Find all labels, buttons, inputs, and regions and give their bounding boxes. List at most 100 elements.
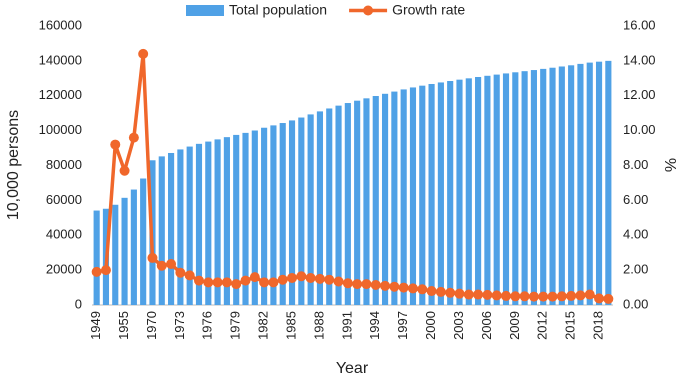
y2-tick-label: 10.00 xyxy=(623,122,656,137)
line-marker xyxy=(389,281,400,292)
bar xyxy=(381,93,389,305)
y-axis-title: 10,000 persons xyxy=(5,110,22,220)
line-marker xyxy=(519,291,530,302)
line-marker xyxy=(333,276,344,287)
line-marker xyxy=(566,290,577,301)
bar xyxy=(568,65,575,306)
bar xyxy=(465,78,472,305)
bar xyxy=(242,132,249,305)
line-marker xyxy=(156,260,167,271)
x-tick-label: 1970 xyxy=(144,311,159,340)
y-tick-label: 60000 xyxy=(46,192,82,207)
line-marker xyxy=(110,139,121,150)
bar xyxy=(372,96,379,305)
y2-tick-label: 14.00 xyxy=(623,52,656,67)
bar xyxy=(502,73,510,305)
x-tick-label: 2000 xyxy=(423,311,438,340)
line-marker xyxy=(445,287,456,298)
line-marker xyxy=(361,279,372,290)
bar xyxy=(177,149,184,305)
bar xyxy=(409,87,417,306)
bar xyxy=(316,111,324,306)
line-marker xyxy=(556,291,567,302)
bar xyxy=(335,105,342,305)
bar xyxy=(363,98,370,305)
line-marker xyxy=(417,284,428,295)
bar xyxy=(205,141,212,305)
bar xyxy=(577,63,584,306)
y2-tick-label: 0.00 xyxy=(623,296,648,311)
x-axis-title: Year xyxy=(336,360,369,377)
y2-tick-label: 6.00 xyxy=(623,192,648,207)
x-tick-label: 2006 xyxy=(479,311,494,340)
line-marker xyxy=(138,48,149,59)
bar xyxy=(540,68,547,305)
y2-tick-label: 2.00 xyxy=(623,262,648,277)
y-tick-label: 40000 xyxy=(46,227,82,242)
bar xyxy=(288,120,296,305)
line-marker xyxy=(342,278,353,289)
line-marker xyxy=(528,291,539,302)
bar xyxy=(298,117,305,305)
y-tick-label: 120000 xyxy=(39,87,82,102)
bar xyxy=(447,81,454,306)
bar xyxy=(493,74,500,305)
line-marker xyxy=(212,277,223,288)
bar xyxy=(595,61,603,306)
x-tick-label: 1991 xyxy=(339,311,354,340)
legend-label: Growth rate xyxy=(392,2,465,18)
x-tick-label: 1955 xyxy=(116,311,131,340)
bar xyxy=(530,70,537,305)
line-marker xyxy=(547,291,558,302)
line-marker xyxy=(240,275,251,286)
y2-tick-label: 4.00 xyxy=(623,227,648,242)
line-marker xyxy=(454,288,465,299)
bar xyxy=(233,134,240,305)
line-marker xyxy=(268,277,279,288)
line-marker xyxy=(380,280,391,291)
x-tick-label: 2009 xyxy=(507,311,522,340)
line-marker xyxy=(221,277,232,288)
line-marker xyxy=(398,282,409,293)
line-marker xyxy=(501,290,512,301)
bar xyxy=(186,146,193,305)
line-marker xyxy=(324,274,335,285)
x-tick-label: 2003 xyxy=(451,311,466,340)
bar xyxy=(93,210,100,305)
bar xyxy=(475,76,482,305)
bar xyxy=(140,178,147,305)
line-marker xyxy=(538,291,549,302)
line-marker xyxy=(603,293,614,304)
line-marker xyxy=(435,286,446,297)
line-marker xyxy=(193,275,204,286)
line-marker xyxy=(510,291,521,302)
bar xyxy=(586,62,593,306)
line-marker xyxy=(91,266,102,277)
line-marker xyxy=(100,265,111,276)
bar xyxy=(344,103,351,305)
line-marker xyxy=(352,279,363,290)
line-marker xyxy=(184,270,195,281)
line-marker xyxy=(473,289,484,300)
bar xyxy=(279,123,286,305)
y2-axis-title: % xyxy=(663,158,680,172)
legend-swatch xyxy=(363,5,374,16)
line-marker xyxy=(463,289,474,300)
x-tick-label: 1976 xyxy=(200,311,215,340)
line-marker xyxy=(594,293,605,304)
y-tick-label: 20000 xyxy=(46,262,82,277)
x-tick-label: 1979 xyxy=(228,311,243,340)
line-marker xyxy=(231,279,242,290)
line-marker xyxy=(296,271,307,282)
x-tick-label: 1985 xyxy=(283,311,298,340)
x-tick-label: 2012 xyxy=(535,311,550,340)
bar xyxy=(307,114,314,305)
bar xyxy=(521,71,528,305)
bar xyxy=(270,125,277,306)
line-marker xyxy=(584,289,595,300)
x-tick-label: 1973 xyxy=(172,311,187,340)
x-tick-label: 2015 xyxy=(563,311,578,340)
bar xyxy=(158,156,165,305)
x-tick-label: 1988 xyxy=(311,311,326,340)
